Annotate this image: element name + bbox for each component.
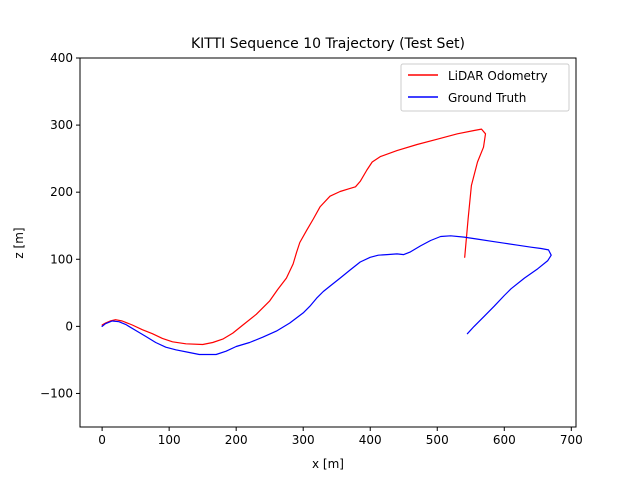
x-tick-label: 600: [493, 433, 516, 447]
y-axis-label: z [m]: [12, 227, 26, 258]
chart-title: KITTI Sequence 10 Trajectory (Test Set): [191, 36, 465, 52]
x-tick-label: 700: [560, 433, 583, 447]
legend: LiDAR Odometry Ground Truth: [400, 63, 570, 112]
x-tick-label: 400: [359, 433, 382, 447]
plot-lines: [101, 128, 552, 356]
x-tick-label: 300: [292, 433, 315, 447]
series-line-lidar-odometry: [101, 128, 487, 346]
y-tick-label: 200: [50, 185, 73, 199]
y-tick-label: 0: [65, 319, 73, 333]
y-tick-label: 100: [50, 252, 73, 266]
x-tick-label: 100: [158, 433, 181, 447]
legend-label-lidar-odometry: LiDAR Odometry: [448, 69, 548, 83]
legend-label-ground-truth: Ground Truth: [448, 91, 526, 105]
series-line-ground-truth: [101, 235, 552, 356]
x-tick-label: 500: [426, 433, 449, 447]
y-tick-label: 300: [50, 118, 73, 132]
plot-frame: [79, 57, 577, 428]
y-tick-label: 400: [50, 51, 73, 65]
legend-box: [400, 63, 570, 112]
x-tick-label: 0: [98, 433, 106, 447]
x-tick-label: 200: [225, 433, 248, 447]
x-axis: 0 100 200 300 400 500 600 700: [98, 427, 583, 447]
x-axis-label: x [m]: [312, 457, 344, 471]
y-axis: −100 0 100 200 300 400: [40, 51, 80, 400]
y-tick-label: −100: [40, 386, 73, 400]
